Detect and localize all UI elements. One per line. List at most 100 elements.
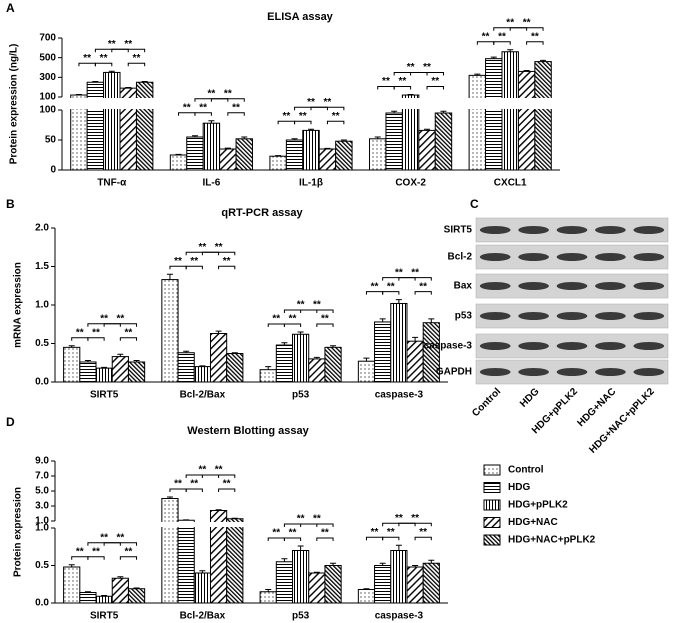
- y-tick-label: 100: [39, 105, 56, 116]
- significance-bracket: [210, 98, 245, 102]
- error-bar: [330, 562, 337, 566]
- significance-bracket: [185, 265, 203, 270]
- bar: [95, 595, 113, 604]
- significance-bracket: [87, 556, 105, 560]
- chart-title: qRT-PCR assay: [221, 207, 303, 219]
- significance-bracket: [526, 41, 544, 45]
- y-tick-label: 9.0: [35, 456, 49, 467]
- blot-band: [479, 282, 511, 290]
- significance-bracket: [382, 536, 400, 541]
- significance-label: **: [531, 31, 539, 42]
- error-bar: [133, 587, 140, 589]
- significance-label: **: [223, 479, 231, 490]
- significance-bracket: [103, 542, 138, 546]
- error-bar: [363, 588, 370, 590]
- error-bar: [183, 350, 190, 353]
- significance-bracket: [398, 277, 432, 281]
- panel-letter: C: [470, 197, 479, 211]
- bar: [308, 358, 326, 383]
- significance-label: **: [92, 327, 100, 338]
- x-tick-label: p53: [292, 611, 310, 622]
- significance-bracket: [426, 86, 444, 90]
- significance-label: **: [299, 111, 307, 122]
- x-tick-label: SIRT5: [90, 390, 119, 401]
- bar: [390, 302, 408, 383]
- error-bar: [297, 331, 304, 335]
- bar: [485, 58, 503, 171]
- blot-band: [633, 312, 665, 320]
- significance-bracket: [127, 62, 146, 67]
- significance-bracket: [103, 323, 138, 327]
- significance-label: **: [307, 97, 315, 108]
- error-bar: [117, 576, 124, 579]
- blot-row-label: caspase-3: [424, 341, 473, 352]
- error-bar: [215, 509, 222, 511]
- y-tick-label: 0.0: [35, 598, 49, 609]
- significance-bracket: [201, 251, 236, 256]
- error-bar: [540, 59, 547, 62]
- error-bar: [363, 357, 370, 362]
- error-bar: [175, 153, 182, 155]
- significance-label: **: [387, 527, 395, 538]
- significance-label: **: [208, 88, 216, 99]
- error-bar: [275, 155, 282, 157]
- bar: [63, 566, 81, 604]
- legend-label: HDG: [508, 482, 530, 493]
- error-bar: [241, 136, 248, 139]
- error-bar: [101, 366, 108, 369]
- significance-label: **: [482, 31, 490, 42]
- significance-bracket: [493, 41, 511, 45]
- significance-label: **: [282, 111, 290, 122]
- significance-label: **: [116, 313, 124, 324]
- error-bar: [117, 353, 124, 357]
- bar: [390, 550, 408, 604]
- significance-bracket: [218, 488, 236, 492]
- y-tick-label: 2.0: [35, 223, 49, 234]
- significance-label: **: [124, 39, 132, 50]
- error-bar: [191, 135, 198, 137]
- significance-label: **: [419, 527, 427, 538]
- error-bar: [391, 110, 398, 113]
- blot-band: [633, 253, 665, 261]
- significance-label: **: [198, 242, 206, 253]
- y-axis-label: mRNA expression: [13, 262, 24, 348]
- bar: [177, 352, 195, 383]
- bar: [302, 129, 320, 171]
- blot-lane-label: Control: [470, 386, 503, 419]
- significance-label: **: [371, 527, 379, 538]
- y-tick-label: 0: [50, 165, 56, 176]
- error-bar: [231, 352, 238, 354]
- blot-band: [518, 226, 549, 234]
- bar: [534, 61, 552, 171]
- legend-swatch: [483, 517, 501, 528]
- blot-row-label: Bcl-2: [448, 252, 473, 263]
- error-bar: [412, 336, 419, 342]
- error-bar: [265, 366, 272, 370]
- bar: [219, 148, 237, 171]
- significance-label: **: [100, 532, 108, 543]
- blot-band: [633, 282, 665, 290]
- bar: [374, 565, 392, 604]
- significance-label: **: [76, 546, 84, 557]
- content: A ELISA assay Protein expression (ng/L) 0 50…: [6, 1, 669, 622]
- blot-band: [518, 312, 549, 320]
- significance-label: **: [125, 327, 133, 338]
- bar: [324, 346, 342, 383]
- bar: [269, 155, 287, 171]
- significance-bracket: [283, 323, 302, 327]
- error-bar: [324, 147, 331, 149]
- y-tick-label: 5.0: [35, 486, 49, 497]
- error-bar: [313, 571, 320, 573]
- bar: [127, 361, 146, 383]
- significance-bracket: [414, 291, 432, 295]
- blot-band: [633, 226, 665, 234]
- bar: [434, 112, 453, 171]
- bar: [177, 519, 195, 604]
- significance-label: **: [92, 546, 100, 557]
- bar: [357, 589, 376, 604]
- error-bar: [379, 562, 386, 566]
- bar: [335, 140, 353, 171]
- significance-label: **: [411, 267, 419, 278]
- significance-label: **: [419, 281, 427, 292]
- significance-label: **: [321, 528, 329, 539]
